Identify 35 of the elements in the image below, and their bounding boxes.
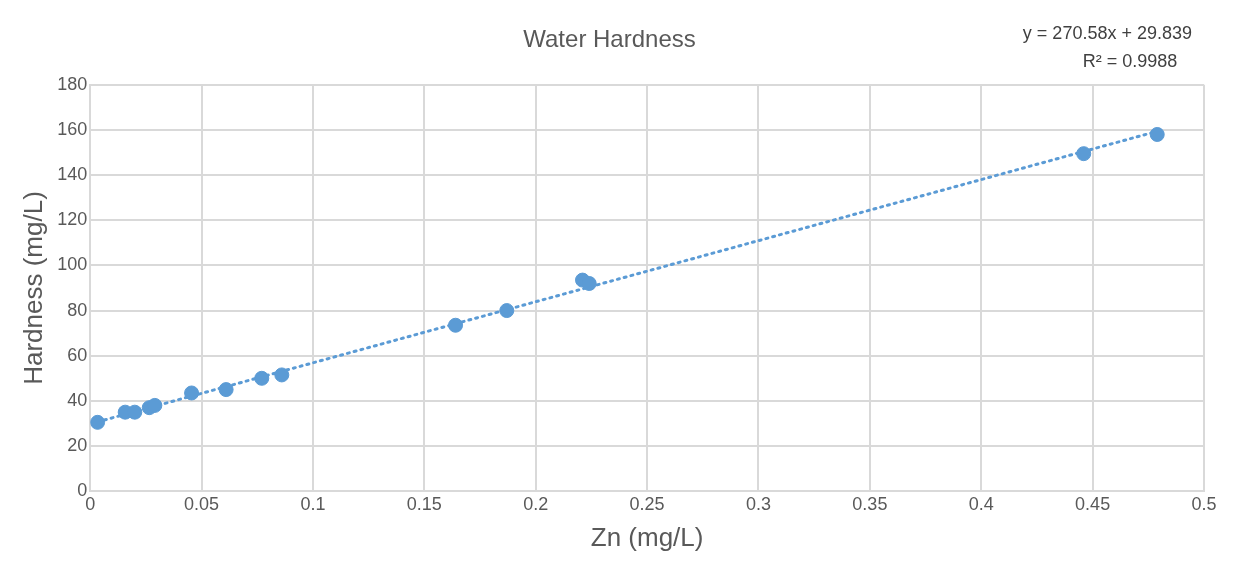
x-tick-label: 0.3: [745, 493, 772, 514]
y-tick-label: 120: [57, 209, 88, 230]
y-tick-label: 160: [57, 118, 88, 139]
point: [184, 385, 200, 401]
x-tick-label: 0.05: [184, 493, 220, 514]
point: [499, 303, 515, 319]
x-tick-label: 0.25: [629, 493, 665, 514]
point: [254, 370, 270, 386]
text: R² = 0.9988: [1082, 50, 1178, 71]
point: [1149, 126, 1165, 142]
y-tick-label: 20: [67, 435, 88, 456]
x-axis-title: Zn (mg/L): [590, 521, 704, 552]
y-tick-label: 140: [57, 164, 88, 185]
x-tick-label: 0.15: [406, 493, 442, 514]
point: [147, 397, 163, 413]
point: [218, 382, 234, 398]
point: [448, 317, 464, 333]
text: y = 270.58x + 29.839: [1022, 22, 1192, 43]
x-tick-label: 0.45: [1075, 493, 1111, 514]
y-tick-label: 60: [67, 344, 88, 365]
x-tick-label: 0.35: [852, 493, 888, 514]
x-tick-label: 0.5: [1191, 493, 1217, 514]
y-axis-title: Hardness (mg/L): [17, 191, 48, 385]
y-tick-label: 100: [57, 254, 88, 275]
point: [581, 275, 597, 291]
chart-title: Water Hardness: [523, 25, 696, 53]
point: [90, 414, 106, 430]
point: [1076, 146, 1092, 162]
point: [274, 367, 290, 383]
y-tick-label: 180: [57, 73, 88, 94]
x-tick-label: 0.2: [523, 493, 549, 514]
y-tick-label: 40: [67, 389, 88, 410]
x-tick-label: 0.4: [968, 493, 994, 514]
x-tick-label: 0.1: [300, 493, 326, 514]
y-tick-label: 80: [67, 299, 88, 320]
